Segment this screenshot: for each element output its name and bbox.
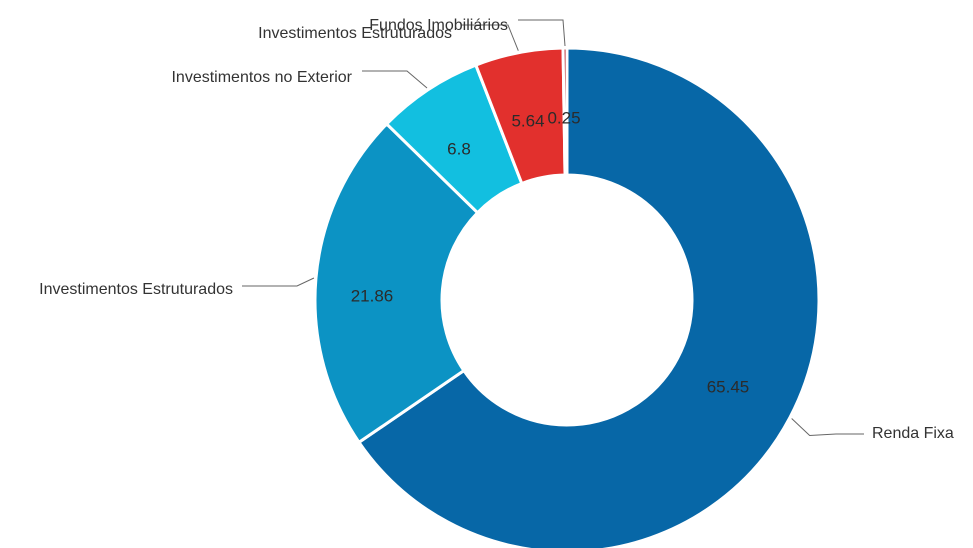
leader-line-investimentos-no-exterior-2 <box>362 70 428 89</box>
slice-label-fundos-imobiliarios-4: Fundos Imobiliários <box>369 17 508 34</box>
value-label-fundos-imobiliarios-4: 0.25 <box>547 108 580 127</box>
leader-line-renda-fixa-0 <box>791 418 864 437</box>
slice-label-investimentos-estruturados-3: Investimentos Estruturados <box>258 25 452 42</box>
leader-line-investimentos-estruturados-1 <box>242 277 315 287</box>
slice-labels-group: Renda Fixa Investimentos Estruturados Inve… <box>39 17 954 442</box>
value-labels-group: 65.45 21.86 6.8 5.64 0.25 <box>351 108 750 396</box>
leader-line-investimentos-estruturados-3 <box>462 24 519 51</box>
value-label-renda-fixa-0: 65.45 <box>707 377 750 396</box>
value-label-investimentos-no-exterior-2: 6.8 <box>447 139 471 158</box>
value-label-investimentos-estruturados-1: 21.86 <box>351 286 394 305</box>
slice-label-renda-fixa-0: Renda Fixa <box>872 425 954 442</box>
leader-lines-group <box>242 19 864 437</box>
slice-renda-fixa-0 <box>357 46 821 548</box>
slice-label-investimentos-estruturados-1: Investimentos Estruturados <box>39 281 233 298</box>
slice-fundos-imobiliarios-4 <box>561 46 569 177</box>
slice-label-investimentos-no-exterior-2: Investimentos no Exterior <box>171 69 352 86</box>
leader-line-fundos-imobiliarios-4 <box>518 19 566 47</box>
slices-group <box>313 46 821 548</box>
value-label-investimentos-estruturados-3: 5.64 <box>511 111 544 130</box>
slice-investimentos-estruturados-1 <box>313 122 480 444</box>
